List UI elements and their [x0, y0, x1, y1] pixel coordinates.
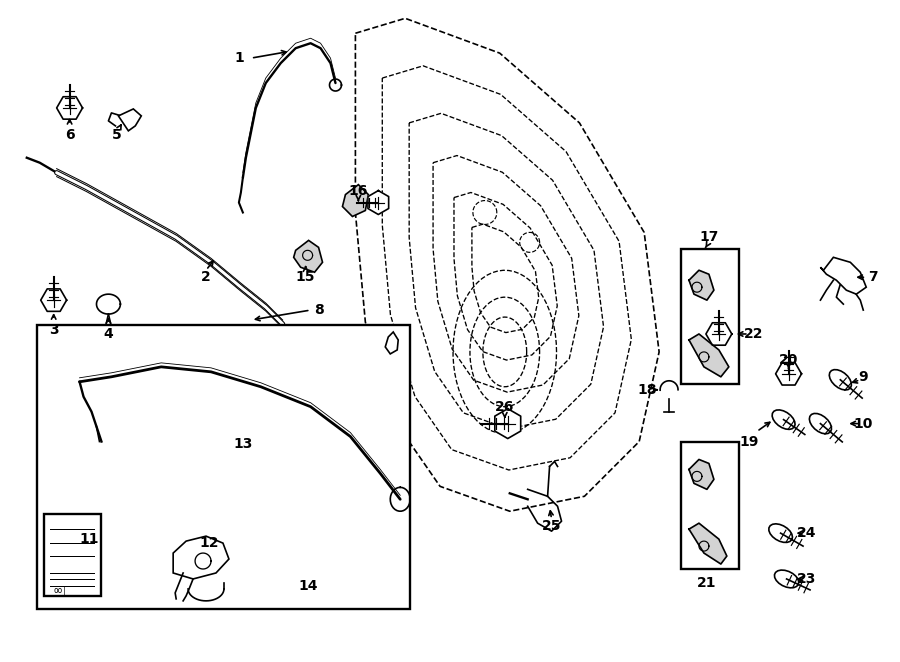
- Polygon shape: [769, 524, 793, 542]
- Polygon shape: [119, 109, 141, 131]
- Polygon shape: [368, 191, 389, 214]
- Text: 26: 26: [495, 400, 515, 414]
- Text: 23: 23: [796, 572, 816, 586]
- Text: 17: 17: [699, 230, 718, 244]
- Polygon shape: [821, 258, 866, 294]
- Bar: [37, 325, 410, 609]
- Polygon shape: [40, 289, 67, 311]
- Text: 22: 22: [744, 327, 763, 341]
- Text: 7: 7: [868, 270, 878, 284]
- Text: 12: 12: [199, 536, 219, 550]
- Polygon shape: [689, 459, 714, 489]
- Polygon shape: [775, 570, 798, 588]
- Text: 18: 18: [637, 383, 657, 397]
- Text: 11: 11: [80, 532, 99, 546]
- Text: 5: 5: [112, 128, 122, 142]
- Polygon shape: [772, 410, 795, 430]
- Text: 13: 13: [233, 436, 253, 451]
- Polygon shape: [689, 334, 729, 377]
- Text: 1: 1: [234, 51, 244, 65]
- Text: 19: 19: [739, 434, 759, 449]
- Text: 15: 15: [296, 270, 315, 284]
- Text: 3: 3: [49, 323, 58, 337]
- Polygon shape: [689, 270, 714, 300]
- Bar: [681, 250, 739, 384]
- Polygon shape: [776, 363, 802, 385]
- Bar: [681, 442, 739, 569]
- Polygon shape: [689, 523, 727, 564]
- Text: oo|: oo|: [54, 586, 68, 595]
- Polygon shape: [385, 332, 398, 354]
- Text: 14: 14: [299, 579, 319, 593]
- Polygon shape: [173, 536, 229, 579]
- Polygon shape: [829, 369, 851, 390]
- Polygon shape: [343, 185, 368, 216]
- Polygon shape: [809, 414, 832, 434]
- Text: 2: 2: [202, 270, 211, 284]
- Text: 16: 16: [348, 183, 368, 197]
- Text: 10: 10: [853, 416, 873, 430]
- Text: 8: 8: [314, 303, 323, 317]
- Polygon shape: [706, 323, 732, 345]
- Text: 4: 4: [104, 327, 113, 341]
- Text: 20: 20: [778, 353, 798, 367]
- Text: 6: 6: [65, 128, 75, 142]
- Bar: [44, 514, 102, 596]
- Text: 9: 9: [859, 370, 868, 384]
- Polygon shape: [495, 408, 521, 438]
- Polygon shape: [57, 97, 83, 119]
- Text: 21: 21: [698, 576, 716, 590]
- Polygon shape: [293, 240, 322, 272]
- Text: 24: 24: [796, 526, 816, 540]
- Text: 25: 25: [542, 519, 562, 533]
